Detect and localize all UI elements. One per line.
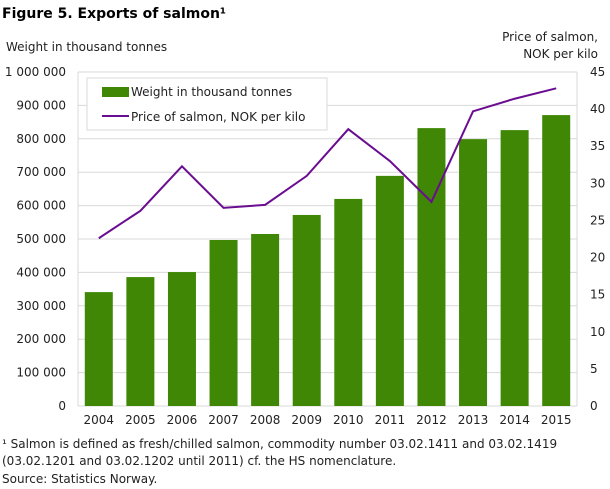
x-tick-label: 2015: [541, 413, 572, 427]
footnote-line: ¹ Salmon is defined as fresh/chilled sal…: [2, 437, 558, 451]
y-tick-label: 100 000: [16, 366, 66, 380]
x-tick-label: 2006: [167, 413, 198, 427]
bar: [167, 272, 196, 406]
y-tick-label: 600 000: [16, 199, 66, 213]
bar: [251, 233, 280, 406]
y-right-tick-label: 45: [590, 65, 605, 79]
bar: [375, 175, 404, 406]
bar: [84, 292, 113, 406]
x-tick-label: 2011: [375, 413, 406, 427]
y-right-tick-label: 40: [590, 102, 605, 116]
legend-label: Weight in thousand tonnes: [131, 85, 292, 99]
y-right-tick-label: 5: [590, 362, 598, 376]
price-line: [98, 87, 557, 240]
x-tick-label: 2013: [458, 413, 489, 427]
bar: [334, 198, 363, 406]
x-tick-label: 2004: [84, 413, 115, 427]
y-tick-label: 400 000: [16, 265, 66, 279]
x-tick-label: 2005: [125, 413, 156, 427]
y-right-tick-label: 35: [590, 139, 605, 153]
legend: [86, 77, 328, 131]
y-tick-label: 300 000: [16, 299, 66, 313]
bar: [500, 130, 529, 406]
y-axis-label: Weight in thousand tonnes: [6, 40, 168, 54]
y-tick-label: 700 000: [16, 165, 66, 179]
y-tick-label: 1 000 000: [5, 65, 66, 79]
bar: [292, 214, 321, 406]
x-tick-label: 2007: [208, 413, 239, 427]
y-right-tick-label: 20: [590, 251, 605, 265]
bar: [209, 240, 238, 406]
y-tick-label: 800 000: [16, 132, 66, 146]
x-tick-label: 2010: [333, 413, 364, 427]
y-axis-right-label-line: NOK per kilo: [523, 47, 598, 61]
y-right-tick-label: 10: [590, 325, 605, 339]
y-tick-label: 200 000: [16, 332, 66, 346]
y-right-tick-label: 30: [590, 176, 605, 190]
y-right-tick-label: 15: [590, 288, 605, 302]
y-axis-right-label-line: Price of salmon,: [502, 30, 598, 44]
bar: [459, 139, 488, 406]
legend-label: Price of salmon, NOK per kilo: [131, 110, 306, 124]
y-axis-right-label: Price of salmon, NOK per kilo: [502, 29, 598, 63]
y-tick-label: 0: [58, 399, 66, 413]
bar: [126, 277, 155, 406]
bar: [417, 128, 446, 406]
legend-swatch-bar: [102, 87, 129, 97]
source-note: Source: Statistics Norway.: [2, 472, 158, 486]
chart-title: Figure 5. Exports of salmon¹: [2, 6, 227, 22]
y-tick-label: 500 000: [16, 232, 66, 246]
x-tick-label: 2009: [291, 413, 322, 427]
footnote-line: (03.02.1201 and 03.02.1202 until 2011) c…: [2, 454, 397, 468]
y-tick-label: 900 000: [16, 98, 66, 112]
y-right-tick-label: 0: [590, 399, 598, 413]
footnote: ¹ Salmon is defined as fresh/chilled sal…: [2, 436, 557, 470]
x-tick-label: 2014: [499, 413, 530, 427]
x-tick-label: 2008: [250, 413, 281, 427]
x-tick-label: 2012: [416, 413, 447, 427]
y-right-tick-label: 25: [590, 213, 605, 227]
bar: [542, 115, 571, 406]
